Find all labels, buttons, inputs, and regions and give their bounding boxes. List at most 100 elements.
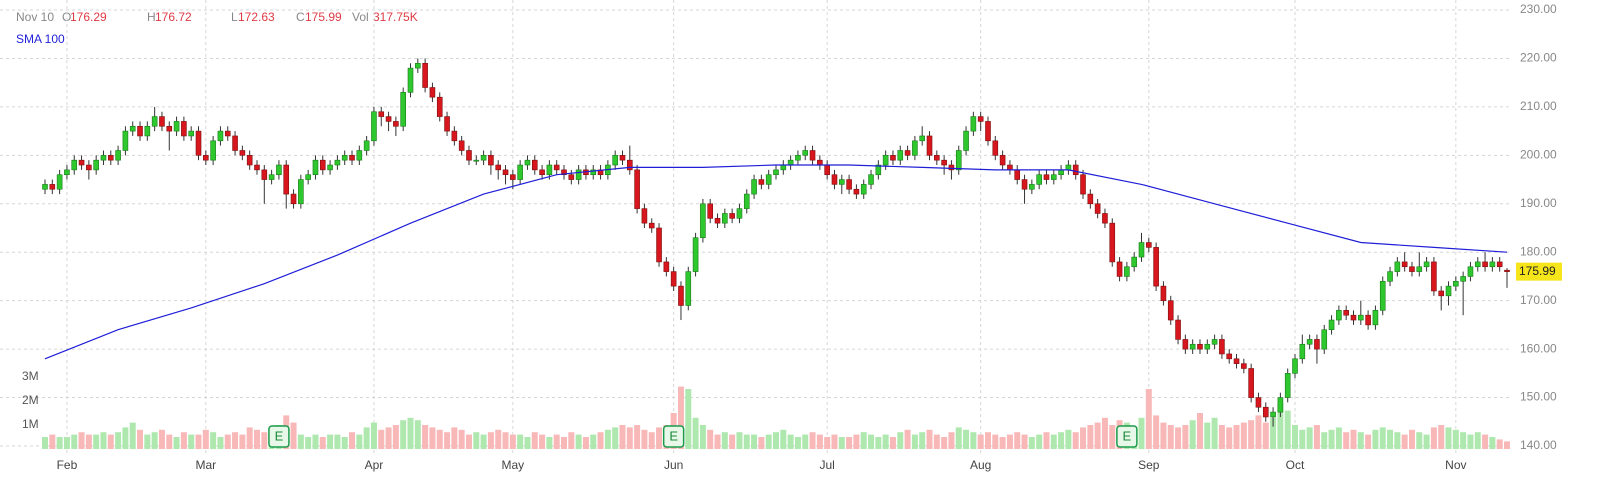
earnings-box xyxy=(268,425,290,448)
candle-body xyxy=(276,164,282,176)
candle-body xyxy=(1328,319,1335,331)
candle-body xyxy=(312,159,319,176)
volume-bar xyxy=(992,434,999,449)
candle-body xyxy=(341,155,348,161)
volume-bar xyxy=(1211,417,1218,449)
volume-bar xyxy=(1270,417,1277,449)
volume-bar xyxy=(1248,420,1255,449)
candle-body xyxy=(203,155,209,161)
candle-body xyxy=(159,116,165,127)
candle-body xyxy=(151,116,158,127)
volume-bar xyxy=(919,432,926,449)
candle-body xyxy=(436,96,443,117)
candle-body xyxy=(298,179,304,205)
candle-body xyxy=(1343,310,1349,316)
volume-bar xyxy=(458,429,465,449)
candle-body xyxy=(707,203,714,219)
candle-body xyxy=(64,169,70,176)
candle-body xyxy=(1007,164,1013,171)
candle-body xyxy=(49,184,56,190)
candle-body xyxy=(444,116,450,132)
volume-bar xyxy=(1153,415,1160,449)
candle-body xyxy=(1124,266,1130,277)
candle-body xyxy=(941,159,947,166)
candle-body xyxy=(1050,174,1057,180)
candle-body xyxy=(188,130,194,137)
volume-bar xyxy=(933,434,940,449)
x-tick-label: Nov xyxy=(1445,458,1466,472)
candle-body xyxy=(992,140,999,156)
ohlc-label: L xyxy=(231,10,238,24)
candle-body xyxy=(363,140,370,151)
candle-body xyxy=(802,150,809,156)
candle-body xyxy=(166,125,173,132)
candle-body xyxy=(524,159,531,166)
candle-body xyxy=(1241,363,1247,369)
candle-body xyxy=(926,135,933,156)
candle-body xyxy=(729,213,735,219)
sma-legend: SMA 100 xyxy=(16,32,65,46)
volume-bar xyxy=(56,437,63,449)
candle-body xyxy=(1277,397,1284,413)
volume-bar xyxy=(129,422,136,449)
candle-body xyxy=(371,111,377,142)
volume-bar xyxy=(1284,410,1291,449)
candle-body xyxy=(86,164,92,171)
volume-bar xyxy=(1080,427,1087,449)
candle-body xyxy=(334,159,341,166)
candle-body xyxy=(510,174,516,180)
candle-body xyxy=(977,116,984,122)
candle-body xyxy=(817,159,823,166)
volume-bar xyxy=(634,425,641,449)
candle-body xyxy=(999,155,1006,166)
candle-body xyxy=(422,62,428,88)
volume-bar xyxy=(619,425,626,449)
candle-body xyxy=(1021,179,1028,190)
candle-body xyxy=(407,67,414,93)
candle-body xyxy=(1036,174,1042,185)
volume-bar xyxy=(846,437,853,449)
volume-bar xyxy=(341,437,348,449)
volume-bar xyxy=(239,434,246,449)
candle-body xyxy=(254,164,260,171)
volume-bar xyxy=(773,432,779,449)
volume-bar xyxy=(751,434,758,449)
candle-body xyxy=(107,155,114,161)
volume-bar xyxy=(195,434,202,449)
volume-bar xyxy=(1313,425,1320,449)
volume-bar xyxy=(729,434,736,449)
ohlc-value: 176.72 xyxy=(155,10,192,24)
volume-bar xyxy=(137,429,144,449)
volume-bar xyxy=(553,434,560,449)
volume-bar xyxy=(1087,425,1094,449)
volume-bar xyxy=(984,432,991,449)
candle-body xyxy=(575,169,582,180)
volume-bar xyxy=(144,434,151,449)
volume-bar xyxy=(1401,434,1408,449)
ohlc-label: H xyxy=(147,10,156,24)
volume-bar xyxy=(502,432,509,449)
last-price-tag xyxy=(1516,262,1562,281)
volume-bar xyxy=(356,434,363,449)
candle-body xyxy=(319,159,326,171)
volume-bar xyxy=(1379,427,1386,449)
volume-bar xyxy=(685,389,692,449)
candle-body xyxy=(217,130,224,142)
volume-bar xyxy=(889,437,896,449)
volume-bar xyxy=(911,434,918,449)
volume-bar xyxy=(385,427,392,449)
candle-body xyxy=(1175,319,1181,340)
candle-body xyxy=(429,87,436,98)
ohlc-value: 176.29 xyxy=(70,10,107,24)
ohlc-label: Vol xyxy=(352,10,369,24)
volume-bar xyxy=(312,434,319,449)
candle-body xyxy=(349,155,355,161)
volume-bar xyxy=(1321,432,1328,449)
candle-body xyxy=(1438,290,1445,297)
candle-body xyxy=(619,155,626,161)
candle-body xyxy=(1358,314,1364,321)
volume-bar xyxy=(1387,429,1394,449)
candle-body xyxy=(1146,242,1152,248)
volume-bar xyxy=(963,429,970,449)
candle-body xyxy=(1160,285,1167,301)
